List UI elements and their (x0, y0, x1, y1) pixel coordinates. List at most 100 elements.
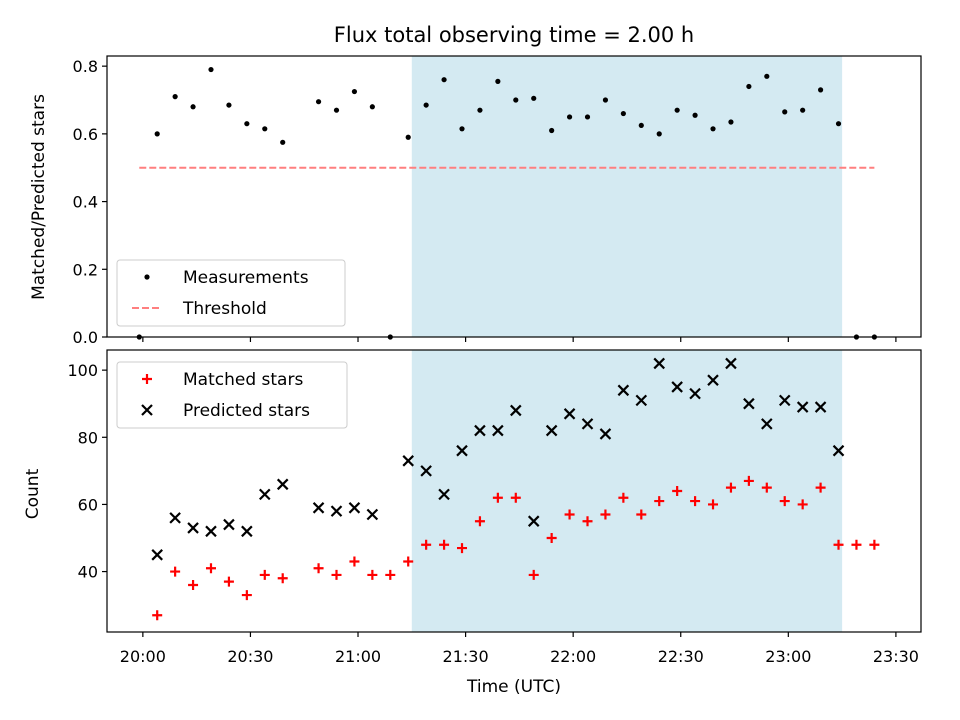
data-point (761, 482, 772, 493)
data-point (656, 131, 662, 137)
data-point (262, 126, 268, 132)
y-tick-label: 0.8 (73, 57, 98, 76)
data-point (223, 518, 235, 531)
data-point (620, 110, 626, 117)
data-point (152, 610, 163, 621)
legend-marker (144, 274, 150, 280)
data-point (351, 88, 358, 95)
data-point (782, 109, 788, 115)
data-point (653, 357, 666, 370)
data-point (331, 569, 342, 580)
data-point (241, 525, 253, 538)
data-point (761, 418, 773, 430)
legend-label: Matched stars (183, 370, 303, 390)
data-point (369, 104, 375, 110)
data-point (546, 533, 557, 543)
legend-marker (141, 404, 153, 416)
y-tick-label: 0.4 (73, 193, 98, 212)
chart-title: Flux total observing time = 2.00 h (334, 23, 694, 47)
data-point (348, 502, 361, 514)
data-point (707, 374, 719, 386)
data-point (244, 121, 250, 127)
data-point (671, 381, 683, 393)
y-tick-label: 100 (67, 361, 98, 380)
data-point (527, 515, 540, 527)
data-point (599, 428, 612, 440)
data-point (672, 486, 683, 496)
data-point (349, 556, 360, 567)
data-point (708, 499, 719, 510)
data-point (495, 78, 501, 84)
data-point (259, 488, 271, 501)
data-point (743, 475, 754, 486)
data-point (241, 590, 252, 601)
data-point (172, 94, 178, 100)
shaded-interval (411, 350, 843, 632)
data-point (277, 573, 288, 584)
data-point (474, 424, 486, 437)
data-point (459, 126, 465, 132)
data-point (205, 525, 217, 538)
plot-frame (106, 349, 922, 633)
data-point (617, 384, 630, 397)
data-point (423, 102, 429, 108)
data-point (638, 122, 644, 129)
data-point (690, 496, 701, 507)
data-point (385, 569, 396, 580)
panel-2: 40 60 80 100 20:00 20:30 21:00 21:30 22:00 22:30 2… (67, 349, 922, 666)
data-point (796, 401, 809, 413)
y-tick-label: 0.2 (73, 260, 98, 279)
data-point (815, 482, 826, 493)
top-y-axis-label: Matched/Predicted stars (29, 94, 49, 300)
x-tick-label: 23:00 (765, 647, 811, 666)
data-point (170, 566, 181, 577)
legend: Measurements Threshold (116, 259, 346, 327)
x-tick-label: 22:30 (658, 647, 704, 666)
data-point (151, 549, 163, 561)
data-point (330, 505, 343, 517)
data-point (513, 97, 519, 103)
data-point (510, 404, 522, 417)
legend-box (116, 259, 346, 327)
data-point (280, 139, 286, 145)
data-point (692, 112, 698, 118)
data-point (728, 119, 734, 125)
data-point (402, 455, 414, 467)
data-point (441, 77, 447, 83)
data-point (545, 424, 558, 437)
x-tick-label: 22:00 (550, 647, 596, 666)
data-point (531, 95, 537, 101)
data-point (405, 134, 411, 140)
y-tick-label: 0.6 (73, 125, 98, 144)
data-point (814, 401, 827, 413)
x-axis-label: Time (UTC) (466, 677, 561, 697)
legend-box (116, 361, 348, 429)
legend-label: Measurements (183, 268, 309, 288)
data-point (187, 522, 199, 534)
data-point (566, 114, 573, 120)
data-point (800, 107, 806, 113)
data-point (366, 508, 379, 521)
data-point (226, 102, 232, 108)
data-point (315, 99, 322, 105)
data-point (549, 127, 555, 134)
data-point (746, 83, 752, 90)
data-point (439, 539, 450, 550)
panel-1: 0.0 0.2 0.4 0.6 0.8 Measurements Threshold (73, 55, 922, 347)
data-point (869, 539, 880, 550)
data-point (259, 569, 270, 580)
y-tick-label: 80 (78, 428, 98, 447)
y-tick-label: 40 (78, 563, 98, 582)
data-point (477, 107, 483, 113)
data-point (602, 97, 609, 103)
legend-marker (142, 374, 152, 384)
data-point (725, 482, 736, 493)
data-point (710, 126, 716, 132)
data-point (600, 509, 611, 520)
data-point (403, 556, 414, 567)
data-point (563, 408, 576, 420)
legend-label: Predicted stars (183, 401, 310, 421)
legend: Matched stars Predicted stars (116, 361, 348, 429)
data-point (438, 488, 450, 501)
